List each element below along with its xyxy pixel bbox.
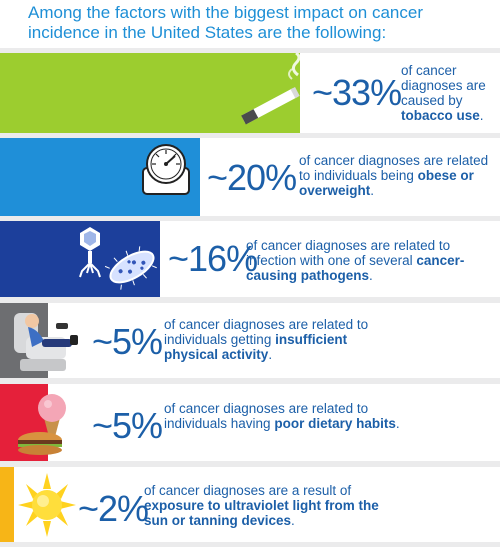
factor-bar (0, 467, 14, 542)
description-text: of cancer diagnoses are a result of (144, 483, 352, 498)
factor-row: ~2% of cancer diagnoses are a result of e… (0, 467, 500, 542)
percent-label: ~5% (92, 405, 163, 446)
factor-name: insufficient physical activity (164, 332, 348, 362)
description-text: of cancer diagnoses are related to indiv… (299, 153, 489, 183)
cigarette-icon (238, 51, 308, 133)
factor-name: exposure to ultraviolet light from the s… (144, 498, 379, 528)
description-text: of cancer diagnoses are related to indiv… (164, 317, 369, 347)
percent-label: ~2% (78, 488, 149, 529)
factor-description: of cancer diagnoses are related to indiv… (164, 317, 404, 362)
factor-description: of cancer diagnoses are related to indiv… (299, 153, 495, 198)
percent-label: ~16% (168, 238, 258, 279)
couch-icon (6, 303, 90, 378)
factor-description: of cancer diagnoses are a result of expo… (144, 483, 384, 528)
description-end: . (291, 513, 295, 528)
description-text: of cancer diagnoses are related to infec… (246, 238, 451, 268)
pathogen-icon (72, 221, 162, 297)
factor-description: of cancer diagnoses are related to infec… (246, 238, 496, 283)
factor-name: cancer-causing pathogens (246, 253, 465, 283)
factor-row: ~33% of cancer diagnoses are caused by to… (0, 51, 500, 133)
factor-row: ~20% of cancer diagnoses are related to i… (0, 138, 500, 216)
factor-name: obese or overweight (299, 168, 474, 198)
percent-label: ~20% (207, 157, 297, 198)
description-end: . (479, 108, 484, 123)
factor-description: of cancer diagnoses are related to indiv… (164, 401, 404, 431)
factor-row: ~5% of cancer diagnoses are related to in… (0, 384, 500, 461)
factor-row: ~5% of cancer diagnoses are related to in… (0, 303, 500, 378)
description-end: . (268, 347, 273, 362)
description-text: of cancer diagnoses are caused by (401, 63, 486, 108)
description-end: . (370, 183, 375, 198)
page-title: Among the factors with the biggest impac… (28, 3, 423, 42)
scale-icon (135, 138, 197, 216)
description-end: . (395, 416, 400, 431)
factor-name: poor dietary habits (274, 416, 396, 431)
junk-food-icon (14, 384, 78, 461)
description-end: . (369, 268, 373, 283)
percent-label: ~33% (312, 72, 402, 113)
percent-label: ~5% (92, 321, 163, 362)
factor-description: of cancer diagnoses are caused by tobacc… (401, 63, 497, 123)
factor-name: tobacco use (401, 108, 480, 123)
description-text: of cancer diagnoses are related to indiv… (164, 401, 369, 431)
header: Among the factors with the biggest impac… (0, 0, 500, 48)
factor-row: ~16% of cancer diagnoses are related to i… (0, 221, 500, 297)
sun-icon (18, 467, 76, 542)
